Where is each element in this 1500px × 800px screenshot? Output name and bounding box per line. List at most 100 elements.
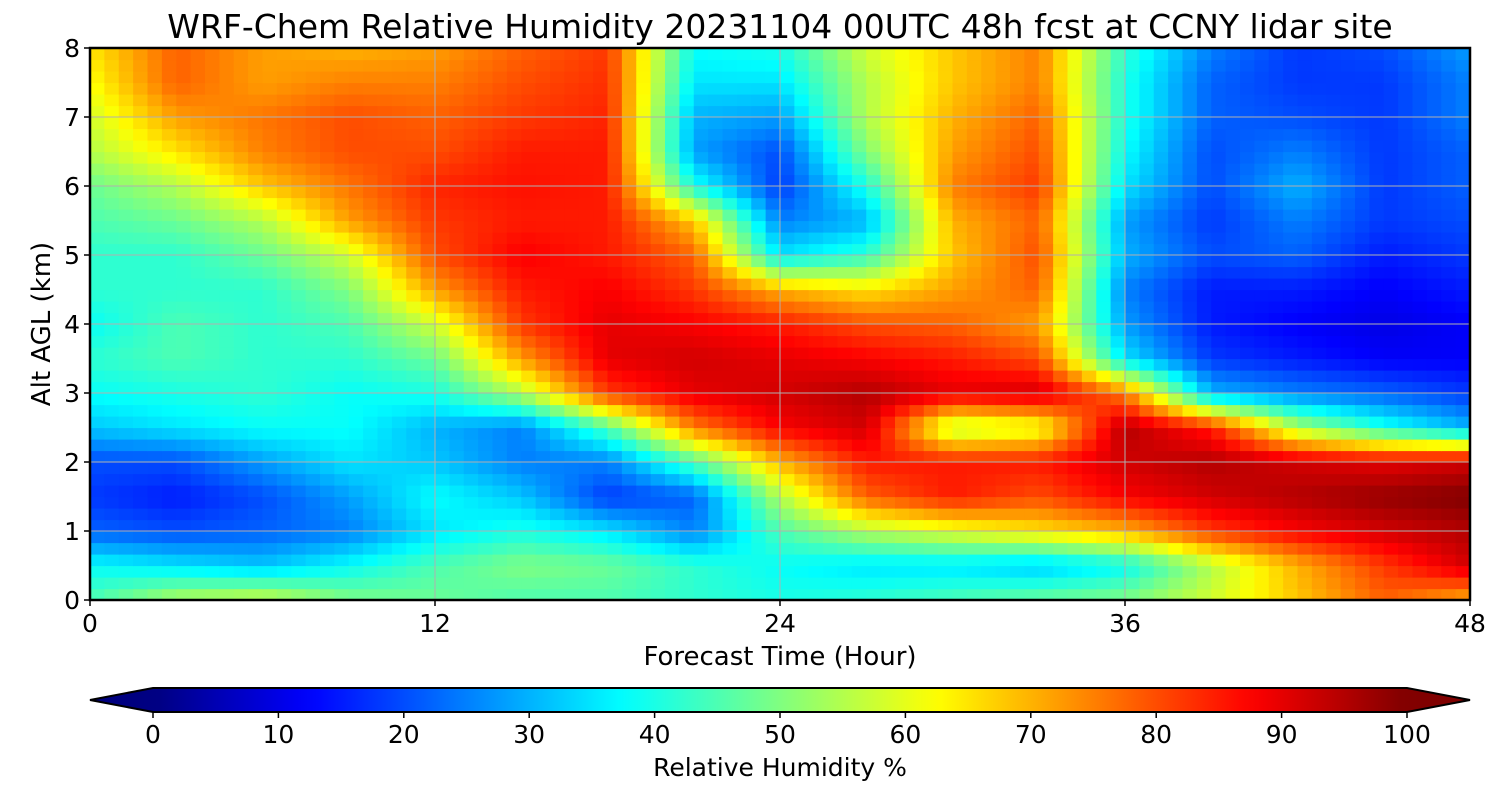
heatmap-cell — [981, 577, 997, 590]
heatmap-cell — [722, 128, 738, 141]
heatmap-cell — [104, 508, 120, 521]
heatmap-cell — [966, 324, 982, 337]
heatmap-cell — [1110, 301, 1126, 314]
heatmap-cell — [435, 163, 450, 176]
heatmap-cell — [478, 128, 494, 141]
heatmap-cell — [607, 508, 623, 521]
heatmap-cell — [118, 312, 134, 325]
heatmap-cell — [1038, 266, 1054, 279]
heatmap-cell — [851, 370, 867, 383]
heatmap-cell — [449, 71, 465, 84]
heatmap-cell — [205, 289, 220, 302]
heatmap-cell — [1139, 278, 1155, 291]
heatmap-cell — [1067, 278, 1083, 291]
heatmap-cell — [262, 358, 278, 371]
heatmap-cell — [233, 266, 249, 279]
heatmap-cell — [1326, 209, 1342, 222]
heatmap-cell — [995, 542, 1011, 555]
heatmap-cell — [219, 278, 235, 291]
heatmap-cell — [952, 404, 968, 417]
heatmap-cell — [851, 151, 867, 164]
heatmap-cell — [104, 335, 120, 348]
heatmap-cell — [1010, 278, 1025, 291]
heatmap-cell — [1311, 301, 1327, 314]
heatmap-cell — [1240, 243, 1255, 256]
heatmap-cell — [679, 266, 695, 279]
heatmap-cell — [895, 577, 910, 590]
heatmap-cell — [981, 220, 997, 233]
heatmap-cell — [118, 324, 134, 337]
heatmap-cell — [190, 220, 206, 233]
heatmap-cell — [751, 289, 767, 302]
heatmap-cell — [190, 416, 206, 429]
heatmap-cell — [1426, 347, 1442, 360]
heatmap-cell — [722, 393, 738, 406]
heatmap-cell — [1355, 381, 1370, 394]
heatmap-cell — [205, 82, 220, 95]
heatmap-cell — [406, 588, 422, 600]
heatmap-cell — [449, 335, 465, 348]
heatmap-cell — [435, 220, 450, 233]
y-tick-label: 0 — [64, 586, 80, 615]
heatmap-cell — [248, 82, 264, 95]
heatmap-cell — [320, 48, 335, 61]
heatmap-cell — [722, 163, 738, 176]
heatmap-cell — [104, 255, 120, 268]
heatmap-cell — [219, 312, 235, 325]
heatmap-cell — [535, 220, 551, 233]
heatmap-cell — [1182, 554, 1198, 567]
heatmap-cell — [751, 577, 767, 590]
y-tick-label: 8 — [64, 34, 80, 63]
heatmap-cell — [665, 151, 680, 164]
heatmap-cell — [851, 117, 867, 130]
heatmap-cell — [866, 370, 882, 383]
heatmap-cell — [895, 439, 910, 452]
heatmap-cell — [1010, 209, 1025, 222]
heatmap-cell — [952, 278, 968, 291]
heatmap-cell — [205, 485, 220, 498]
heatmap-cell — [550, 347, 565, 360]
heatmap-cell — [823, 174, 839, 187]
heatmap-cell — [923, 82, 939, 95]
heatmap-cell — [133, 439, 149, 452]
heatmap-cell — [895, 209, 910, 222]
heatmap-cell — [1010, 128, 1025, 141]
heatmap-cell — [492, 220, 508, 233]
heatmap-cell — [1297, 105, 1313, 118]
heatmap-cell — [923, 140, 939, 153]
heatmap-cell — [1398, 508, 1414, 521]
heatmap-cell — [449, 232, 465, 245]
heatmap-cell — [1426, 71, 1442, 84]
heatmap-cell — [1268, 542, 1284, 555]
heatmap-cell — [1369, 82, 1385, 95]
heatmap-cell — [305, 289, 321, 302]
heatmap-cell — [133, 209, 149, 222]
heatmap-cell — [147, 565, 163, 578]
heatmap-cell — [449, 439, 465, 452]
heatmap-cell — [1081, 94, 1097, 107]
heatmap-cell — [478, 59, 494, 72]
heatmap-cell — [492, 128, 508, 141]
heatmap-cell — [1240, 197, 1255, 210]
heatmap-cell — [1268, 335, 1284, 348]
heatmap-cell — [506, 105, 522, 118]
heatmap-cell — [1225, 312, 1241, 325]
heatmap-cell — [133, 416, 149, 429]
heatmap-cell — [291, 519, 307, 532]
heatmap-cell — [564, 577, 580, 590]
heatmap-cell — [449, 128, 465, 141]
heatmap-cell — [1412, 186, 1428, 199]
heatmap-cell — [981, 404, 997, 417]
heatmap-cell — [1010, 508, 1025, 521]
heatmap-cell — [463, 508, 479, 521]
heatmap-cell — [492, 588, 508, 600]
heatmap-cell — [449, 301, 465, 314]
heatmap-cell — [1426, 197, 1442, 210]
heatmap-cell — [1038, 48, 1054, 61]
heatmap-cell — [650, 140, 666, 153]
heatmap-cell — [736, 278, 752, 291]
heatmap-cell — [118, 48, 134, 61]
heatmap-cell — [463, 324, 479, 337]
heatmap-cell — [118, 186, 134, 199]
heatmap-cell — [794, 255, 810, 268]
